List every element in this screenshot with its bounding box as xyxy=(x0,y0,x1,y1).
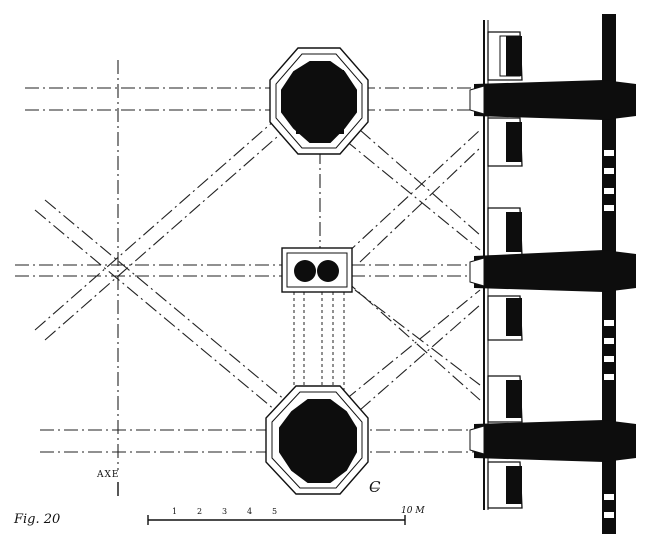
lower-pier xyxy=(265,385,369,495)
buttress-bottom xyxy=(469,375,636,509)
rib-projection-lines xyxy=(293,292,345,400)
central-pier xyxy=(281,247,353,293)
scale-bar xyxy=(147,515,406,525)
scale-tick-label: 4 xyxy=(247,507,253,516)
scale-tick-label: 2 xyxy=(197,507,203,516)
scale-tick-label: 5 xyxy=(272,507,278,516)
axis-label: AXE xyxy=(97,470,120,480)
scale-tick-label: 3 xyxy=(222,507,228,516)
buttress-middle xyxy=(469,207,636,341)
centerline-mark: C̶ xyxy=(369,478,381,496)
figure-label: Fig. 20 xyxy=(14,512,61,527)
scale-end-label: 10 M xyxy=(401,506,425,516)
buttress-top xyxy=(469,31,636,167)
upper-pier xyxy=(269,47,369,155)
construction-lines xyxy=(15,60,481,470)
scale-tick-label: 1 xyxy=(172,507,178,516)
